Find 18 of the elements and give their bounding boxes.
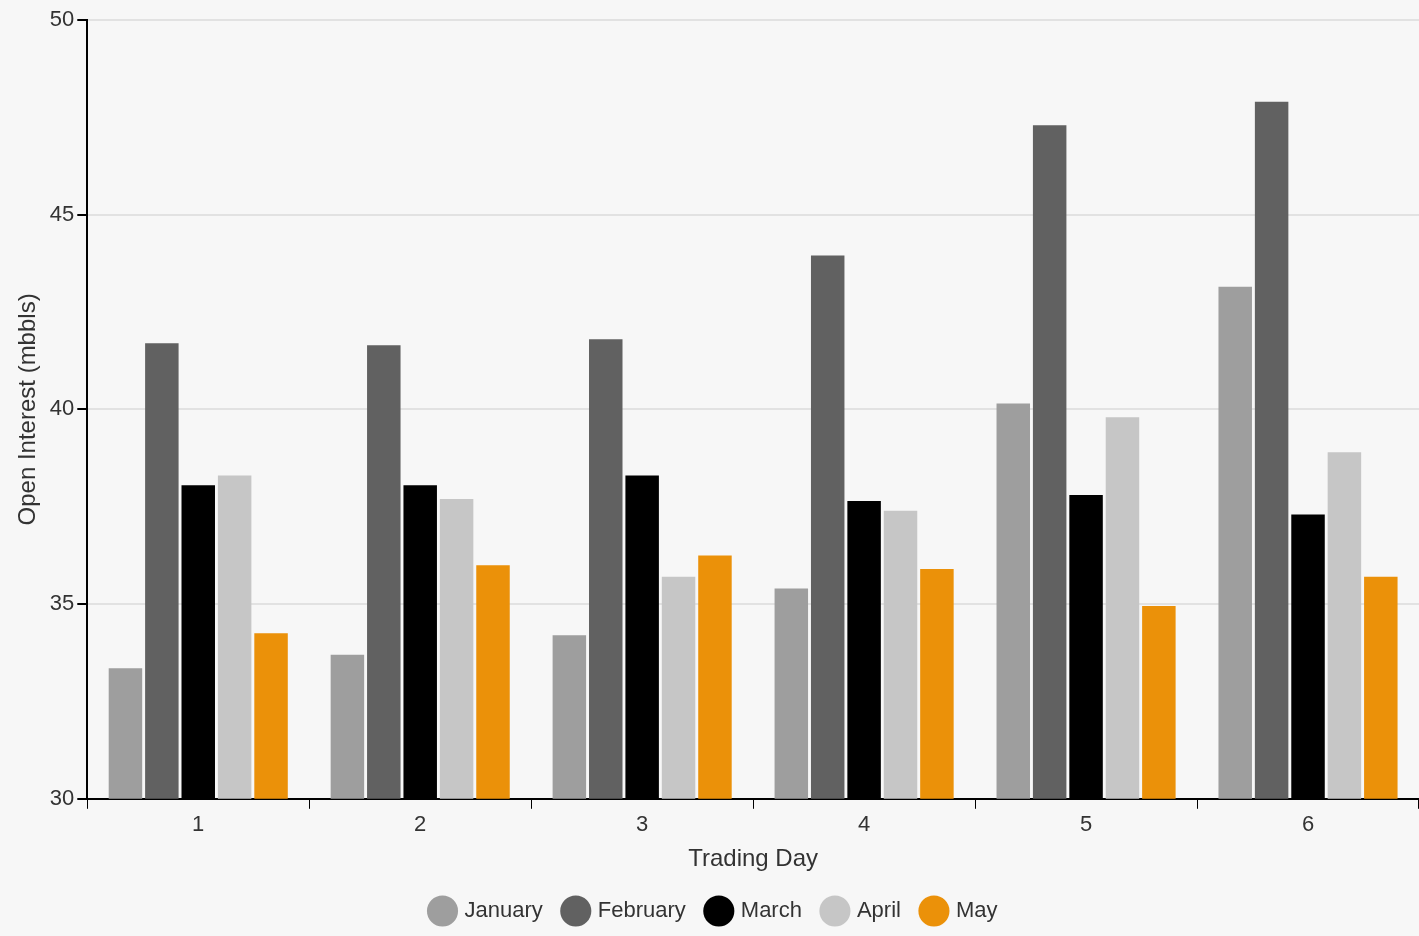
legend-label: March <box>740 897 802 923</box>
y-tick-label: 50 <box>49 6 75 32</box>
y-tick-label: 40 <box>49 395 75 421</box>
legend-label: January <box>464 897 543 923</box>
x-tick-label: 1 <box>192 811 205 837</box>
x-tick-label: 5 <box>1079 811 1093 837</box>
x-tick-label: 6 <box>1301 811 1315 837</box>
x-tick-label: 4 <box>857 811 871 837</box>
x-tick-label: 3 <box>636 811 649 837</box>
y-tick-label: 45 <box>49 200 75 226</box>
x-tick-label: 2 <box>414 811 427 837</box>
legend-label: May <box>955 897 998 923</box>
y-axis-title: Open Interest (mbbls) <box>13 293 41 526</box>
y-tick-label: 35 <box>49 590 75 616</box>
y-tick-label: 30 <box>49 784 75 810</box>
legend-label: April <box>856 897 901 923</box>
x-axis-title: Trading Day <box>688 844 819 872</box>
legend-label: February <box>597 897 686 923</box>
